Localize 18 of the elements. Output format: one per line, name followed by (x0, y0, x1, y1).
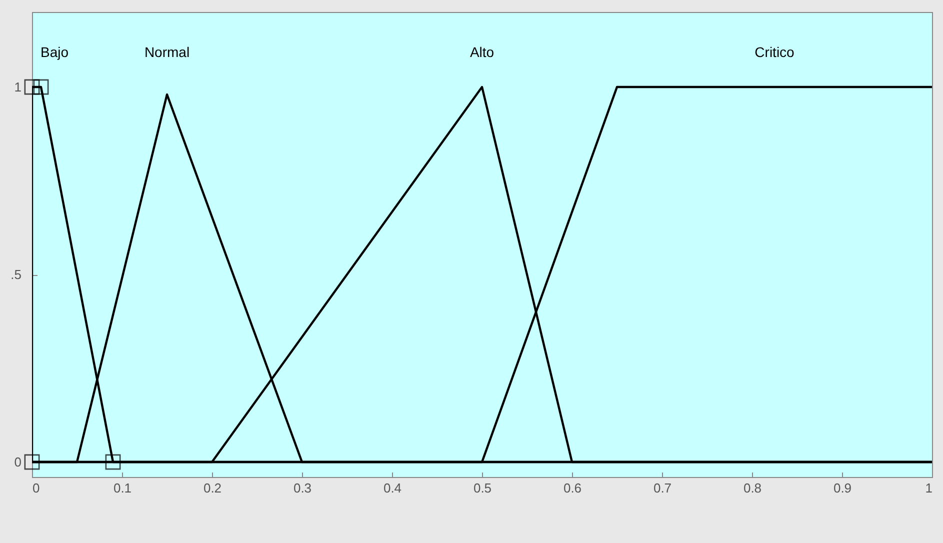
x-tick-label: 1 (925, 480, 932, 496)
x-tick-label: 0.7 (653, 480, 672, 496)
y-tick-label: .5 (10, 267, 22, 282)
x-tick-label: 0.3 (293, 480, 312, 496)
series-label: Bajo (40, 44, 69, 60)
text: Normal (144, 44, 190, 60)
x-tick-label: 0.1 (113, 480, 132, 496)
text: Alto (470, 44, 494, 60)
series-label: Critico (754, 44, 795, 60)
x-tick-label: 0.5 (473, 480, 492, 496)
x-tick-label: 0.9 (833, 480, 852, 496)
y-tick-label: 0 (14, 454, 22, 470)
x-tick-label: 0.8 (743, 480, 762, 496)
x-tick-label: 0.6 (563, 480, 582, 496)
x-tick-label: 0.2 (203, 480, 222, 496)
x-tick-label: 0.4 (383, 480, 402, 496)
y-tick-label: 1 (14, 80, 22, 94)
x-tick-label: 0 (32, 480, 40, 496)
